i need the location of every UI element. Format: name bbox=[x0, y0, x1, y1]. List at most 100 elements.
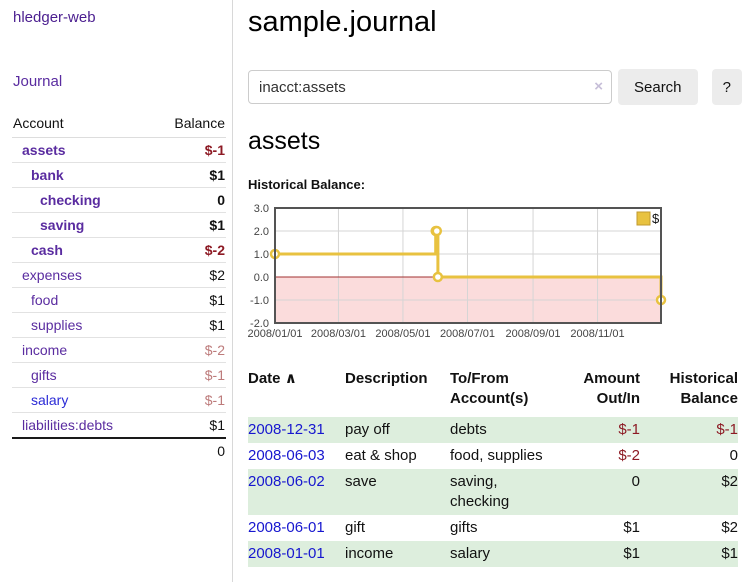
account-balance: $-1 bbox=[152, 387, 226, 413]
register-col-description: Description bbox=[345, 370, 428, 387]
clear-search-icon[interactable]: × bbox=[594, 78, 603, 95]
transaction-balance: $-1 bbox=[716, 421, 738, 438]
transaction-accounts: saving, checking bbox=[450, 473, 510, 510]
transaction-date-link[interactable]: 2008-06-02 bbox=[248, 473, 325, 490]
account-link[interactable]: saving bbox=[40, 217, 85, 233]
account-link[interactable]: income bbox=[22, 342, 68, 358]
transaction-balance: $1 bbox=[721, 545, 738, 562]
account-link[interactable]: cash bbox=[31, 242, 63, 258]
account-row: salary $-1 bbox=[12, 387, 226, 413]
account-balance: $-1 bbox=[152, 137, 226, 163]
transaction-amount: $-2 bbox=[618, 447, 640, 464]
transaction-amount: 0 bbox=[631, 473, 640, 490]
transaction-accounts: debts bbox=[450, 421, 487, 438]
account-row: gifts $-1 bbox=[12, 362, 226, 388]
search-input[interactable] bbox=[248, 70, 612, 104]
register-col-amount: Amount Out/In bbox=[583, 370, 640, 407]
svg-text:-2.0: -2.0 bbox=[250, 318, 269, 330]
transaction-description: eat & shop bbox=[345, 447, 417, 464]
chart-title: Historical Balance: bbox=[248, 177, 366, 192]
help-button[interactable]: ? bbox=[711, 69, 742, 105]
search-button[interactable]: Search bbox=[618, 69, 698, 105]
account-row: checking 0 bbox=[12, 187, 226, 213]
register-col-accounts: To/From Account(s) bbox=[450, 370, 529, 407]
account-row: income $-2 bbox=[12, 337, 226, 363]
svg-text:2008/03/01: 2008/03/01 bbox=[311, 328, 366, 340]
account-balance: $-2 bbox=[152, 337, 226, 363]
svg-text:0.0: 0.0 bbox=[254, 272, 269, 284]
transaction-date-link[interactable]: 2008-12-31 bbox=[248, 421, 325, 438]
account-heading: assets bbox=[248, 127, 321, 155]
legend-label: $ bbox=[652, 211, 660, 226]
accounts-total-balance: 0 bbox=[152, 437, 226, 463]
svg-text:3.0: 3.0 bbox=[254, 203, 269, 215]
account-balance: $1 bbox=[152, 312, 226, 338]
transaction-amount: $-1 bbox=[618, 421, 640, 438]
accounts-total-row: 0 bbox=[12, 437, 226, 463]
svg-text:2008/09/01: 2008/09/01 bbox=[506, 328, 561, 340]
account-row: liabilities:debts $1 bbox=[12, 412, 226, 439]
svg-text:2008/11/01: 2008/11/01 bbox=[570, 328, 624, 340]
transaction-date-link[interactable]: 2008-06-01 bbox=[248, 519, 325, 536]
accounts-table: Account Balance assets $-1 bank $1 check… bbox=[12, 110, 226, 463]
legend-swatch bbox=[636, 211, 651, 226]
account-balance: $-1 bbox=[152, 362, 226, 388]
register-row: 2008-01-01 income salary $1 $1 bbox=[248, 541, 738, 567]
account-link[interactable]: checking bbox=[40, 192, 101, 208]
register-table-body: 2008-12-31 pay off debts $-1 $-1 2008-06… bbox=[248, 417, 738, 567]
account-link[interactable]: assets bbox=[22, 142, 66, 158]
transaction-accounts: food, supplies bbox=[450, 447, 543, 464]
app-brand-link[interactable]: hledger-web bbox=[13, 9, 96, 26]
svg-text:2008/01/01: 2008/01/01 bbox=[248, 328, 303, 340]
account-balance: 0 bbox=[152, 187, 226, 213]
accounts-col-balance: Balance bbox=[152, 110, 226, 138]
transaction-accounts: gifts bbox=[450, 519, 478, 536]
register-row: 2008-12-31 pay off debts $-1 $-1 bbox=[248, 417, 738, 443]
register-row: 2008-06-01 gift gifts $1 $2 bbox=[248, 515, 738, 541]
transaction-description: income bbox=[345, 545, 394, 562]
register-col-date[interactable]: Date ∧ bbox=[248, 370, 297, 387]
sidebar-item-journal[interactable]: Journal bbox=[13, 73, 63, 90]
search-form: × Search ? bbox=[248, 69, 742, 105]
account-link[interactable]: food bbox=[31, 292, 59, 308]
account-link[interactable]: bank bbox=[31, 167, 64, 183]
register-row: 2008-06-03 eat & shop food, supplies $-2… bbox=[248, 443, 738, 469]
historical-balance-chart: 3.0 2.0 1.0 0.0 -1.0 -2.0 2008/01/01 2008/03/01… bbox=[247, 201, 742, 346]
register-row: 2008-06-02 save saving, checking 0 $2 bbox=[248, 469, 738, 515]
transaction-amount: $1 bbox=[623, 519, 640, 536]
account-row: saving $1 bbox=[12, 212, 226, 238]
svg-text:-1.0: -1.0 bbox=[250, 295, 269, 307]
account-balance: $1 bbox=[152, 162, 226, 188]
accounts-col-account: Account bbox=[12, 110, 153, 138]
register-header-row: Date ∧ Description To/From Account(s) Am… bbox=[248, 367, 738, 417]
account-row: bank $1 bbox=[12, 162, 226, 188]
transaction-balance: 0 bbox=[729, 447, 738, 464]
account-row: supplies $1 bbox=[12, 312, 226, 338]
account-link[interactable]: gifts bbox=[31, 367, 57, 383]
account-row: assets $-1 bbox=[12, 137, 226, 163]
register-table: Date ∧ Description To/From Account(s) Am… bbox=[248, 367, 738, 567]
transaction-date-link[interactable]: 2008-01-01 bbox=[248, 545, 325, 562]
account-balance: $1 bbox=[152, 287, 226, 313]
account-link[interactable]: expenses bbox=[22, 267, 82, 283]
account-link[interactable]: liabilities:debts bbox=[22, 417, 114, 433]
main-content: sample.journal × Search ? assets Histori… bbox=[247, 0, 742, 567]
svg-text:2008/05/01: 2008/05/01 bbox=[375, 328, 430, 340]
account-row: food $1 bbox=[12, 287, 226, 313]
transaction-date-link[interactable]: 2008-06-03 bbox=[248, 447, 325, 464]
page-title: sample.journal bbox=[248, 6, 437, 38]
account-row: cash $-2 bbox=[12, 237, 226, 263]
register-col-balance: Historical Balance bbox=[669, 370, 738, 407]
transaction-balance: $2 bbox=[721, 473, 738, 490]
account-balance: $2 bbox=[152, 262, 226, 288]
sidebar: hledger-web Journal Account Balance asse… bbox=[0, 0, 233, 582]
account-link[interactable]: supplies bbox=[31, 317, 83, 333]
account-row: expenses $2 bbox=[12, 262, 226, 288]
account-balance: $1 bbox=[152, 412, 226, 439]
transaction-accounts: salary bbox=[450, 545, 491, 562]
transaction-description: pay off bbox=[345, 421, 390, 438]
sort-asc-icon: ∧ bbox=[284, 370, 297, 387]
account-link[interactable]: salary bbox=[31, 392, 69, 408]
transaction-amount: $1 bbox=[623, 545, 640, 562]
